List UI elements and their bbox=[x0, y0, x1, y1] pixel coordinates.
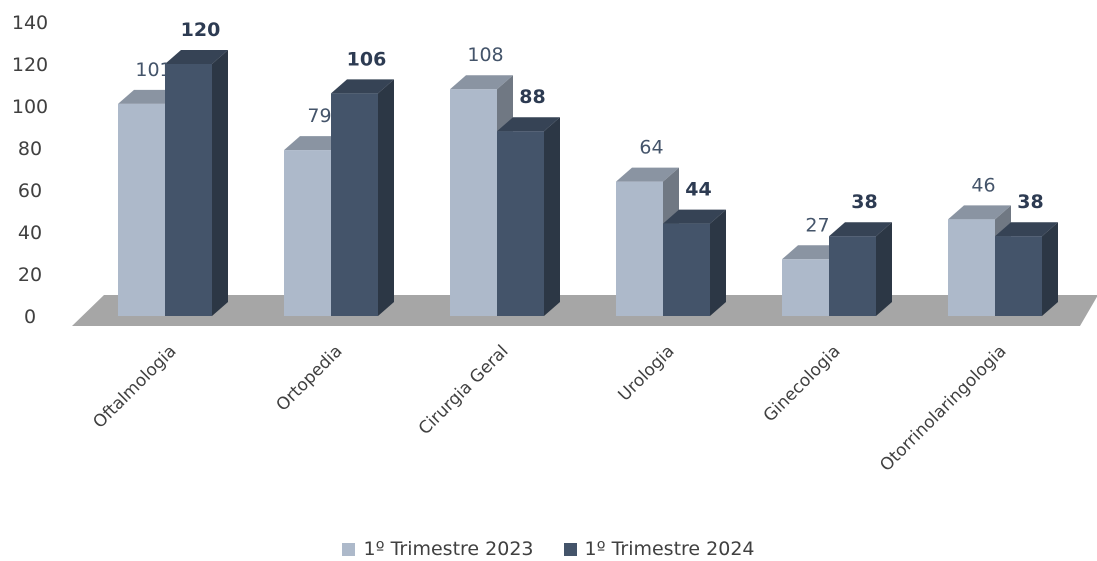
x-axis-categories: Oftalmologia Ortopedia Cirurgia Geral Urolo… bbox=[89, 341, 1010, 475]
y-tick-label: 20 bbox=[18, 264, 42, 286]
bar-side bbox=[212, 50, 228, 316]
y-axis-ticks: 0 20 40 60 80 100 120 140 bbox=[12, 12, 48, 328]
bar bbox=[829, 222, 892, 316]
bar-front bbox=[948, 219, 995, 316]
legend-swatch-series-1 bbox=[342, 542, 356, 556]
legend-label-series-2: 1º Trimestre 2024 bbox=[584, 538, 755, 560]
data-labels: 101 120 79 106 108 88 64 44 27 38 46 38 bbox=[135, 19, 1043, 236]
bar bbox=[663, 209, 726, 316]
bar-top bbox=[497, 117, 560, 132]
x-category-label: Ginecologia bbox=[760, 341, 845, 426]
legend-item-series-1: 1º Trimestre 2023 bbox=[342, 538, 534, 560]
bar-side bbox=[710, 209, 726, 316]
bar-side bbox=[1042, 222, 1058, 316]
legend-label-series-1: 1º Trimestre 2023 bbox=[363, 538, 534, 560]
bar-front bbox=[450, 89, 497, 316]
x-category-label: Urologia bbox=[615, 341, 679, 405]
bar-front bbox=[497, 131, 544, 316]
x-category-label: Oftalmologia bbox=[89, 341, 180, 432]
x-category-label: Cirurgia Geral bbox=[415, 341, 513, 439]
data-label: 44 bbox=[685, 179, 711, 201]
bars bbox=[118, 50, 1058, 317]
bar-chart: 0 20 40 60 80 100 120 140 101 120 79 106 108 88 64 44 2… bbox=[12, 12, 1097, 476]
bar-front bbox=[331, 93, 378, 317]
x-category-label: Otorrinolaringologia bbox=[876, 341, 1010, 475]
data-label: 120 bbox=[181, 19, 221, 41]
bar-top bbox=[165, 50, 228, 64]
data-label: 38 bbox=[1017, 191, 1043, 213]
data-label: 106 bbox=[347, 48, 387, 70]
y-tick-label: 140 bbox=[12, 12, 48, 34]
bar-front bbox=[118, 103, 165, 317]
bar-front bbox=[663, 223, 710, 316]
bar-front bbox=[782, 259, 829, 316]
bar-front bbox=[995, 236, 1042, 316]
data-label: 27 bbox=[805, 214, 829, 236]
bar bbox=[165, 50, 228, 316]
bar bbox=[331, 79, 394, 317]
legend-swatch-series-2 bbox=[563, 542, 577, 556]
data-label: 38 bbox=[851, 191, 877, 213]
y-tick-label: 60 bbox=[18, 180, 42, 202]
data-label: 108 bbox=[467, 44, 503, 66]
bar-front bbox=[165, 64, 212, 316]
bar-top bbox=[948, 205, 1011, 220]
y-tick-label: 0 bbox=[24, 306, 36, 328]
bar bbox=[497, 117, 560, 316]
legend: 1º Trimestre 2023 1º Trimestre 2024 bbox=[0, 538, 1097, 560]
y-tick-label: 120 bbox=[12, 54, 48, 76]
bar-top bbox=[331, 79, 394, 94]
data-label: 79 bbox=[307, 105, 331, 127]
bar-side bbox=[378, 79, 394, 317]
bar-front bbox=[284, 150, 331, 316]
bar-top bbox=[450, 75, 513, 90]
y-tick-label: 40 bbox=[18, 222, 42, 244]
data-label: 101 bbox=[135, 59, 171, 81]
data-label: 64 bbox=[639, 137, 663, 159]
y-tick-label: 100 bbox=[12, 96, 48, 118]
y-tick-label: 80 bbox=[18, 138, 42, 160]
bar-front bbox=[616, 181, 663, 316]
data-label: 46 bbox=[971, 174, 995, 196]
bar-top bbox=[616, 167, 679, 182]
bar-top bbox=[829, 222, 892, 237]
legend-item-series-2: 1º Trimestre 2024 bbox=[563, 538, 755, 560]
x-category-label: Ortopedia bbox=[273, 341, 347, 415]
data-label: 88 bbox=[519, 86, 545, 108]
bar-top bbox=[663, 209, 726, 224]
bar-top bbox=[995, 222, 1058, 237]
bar-side bbox=[876, 222, 892, 316]
bar-front bbox=[829, 236, 876, 316]
bar bbox=[995, 222, 1058, 316]
bar-side bbox=[544, 117, 560, 316]
